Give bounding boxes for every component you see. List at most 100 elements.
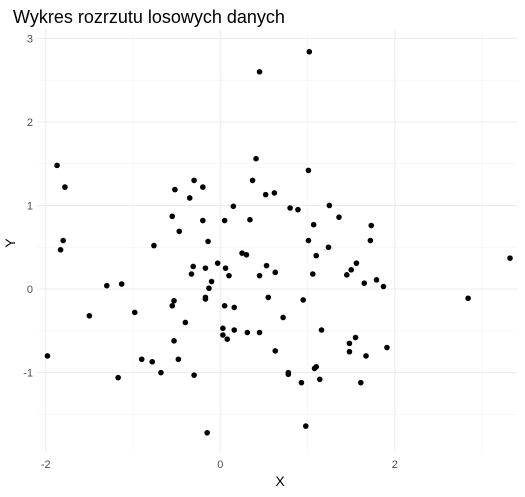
data-point <box>247 216 253 223</box>
data-point <box>220 325 226 332</box>
data-point <box>176 228 183 235</box>
data-point <box>131 309 138 316</box>
data-point <box>205 238 211 245</box>
data-point <box>287 205 293 211</box>
data-point <box>202 265 209 271</box>
data-point <box>239 250 245 256</box>
data-point <box>204 429 210 436</box>
data-point <box>175 356 182 363</box>
data-point <box>191 177 197 184</box>
data-point <box>263 262 270 269</box>
y-tick-label: 1 <box>27 200 33 212</box>
grid <box>37 30 517 452</box>
data-point <box>256 68 263 75</box>
data-point <box>54 162 60 169</box>
data-point <box>256 329 263 336</box>
data-point <box>222 265 229 271</box>
data-point <box>285 371 292 378</box>
data-point <box>336 214 342 220</box>
chart-title: Wykres rozrzutu losowych danych <box>13 7 285 27</box>
x-tick-label: 0 <box>217 459 223 471</box>
data-point <box>171 338 177 344</box>
data-point <box>325 244 332 251</box>
data-point <box>221 302 228 309</box>
data-point <box>118 281 125 287</box>
data-point <box>169 302 176 309</box>
x-tick-label: -2 <box>41 459 51 471</box>
data-point <box>115 374 121 381</box>
data-point <box>224 336 231 342</box>
data-point <box>380 283 387 290</box>
data-point <box>326 202 333 209</box>
data-point <box>169 213 176 220</box>
data-point <box>305 167 312 174</box>
data-point <box>373 277 380 283</box>
y-tick-label: 0 <box>27 284 33 296</box>
data-point <box>188 271 195 277</box>
data-point <box>151 242 157 249</box>
data-point <box>231 327 238 333</box>
data-point <box>309 271 316 277</box>
data-point <box>465 295 471 302</box>
data-point <box>262 191 269 198</box>
data-point <box>346 340 353 347</box>
data-point <box>271 190 278 196</box>
data-point <box>316 376 323 383</box>
data-point <box>361 280 368 287</box>
data-point <box>172 186 178 193</box>
data-point <box>352 334 359 341</box>
data-point <box>298 379 305 386</box>
y-tick-label: -1 <box>23 368 33 380</box>
data-point <box>186 195 193 201</box>
y-tick-label: 2 <box>27 117 33 129</box>
data-point <box>348 267 354 273</box>
data-point <box>265 294 272 301</box>
data-point <box>306 48 313 55</box>
data-point <box>280 314 286 321</box>
x-axis-label: X <box>275 473 285 489</box>
data-point <box>367 237 374 244</box>
data-point <box>272 269 279 276</box>
data-point <box>353 260 360 266</box>
data-point <box>214 260 221 266</box>
data-point <box>249 177 256 184</box>
data-point <box>200 217 206 224</box>
data-point <box>300 297 306 303</box>
data-point <box>200 184 206 190</box>
data-point <box>182 319 189 326</box>
data-point <box>318 327 325 333</box>
data-point <box>190 263 197 270</box>
data-point <box>363 353 369 359</box>
data-point <box>231 304 238 311</box>
data-point <box>57 246 64 253</box>
x-tick-label: 2 <box>392 459 398 471</box>
y-axis-label: Y <box>2 238 18 248</box>
data-point <box>230 203 237 210</box>
data-point <box>149 358 155 365</box>
data-point <box>256 272 263 279</box>
data-point <box>305 237 312 244</box>
data-point <box>243 251 250 258</box>
data-point <box>202 296 209 302</box>
data-point <box>368 222 375 229</box>
data-point <box>507 255 513 261</box>
data-point <box>104 282 110 289</box>
data-point <box>384 344 390 351</box>
data-point <box>138 356 145 363</box>
data-point <box>272 348 279 354</box>
data-point <box>191 372 197 378</box>
data-point <box>221 217 228 224</box>
y-tick-labels: -1 0 1 2 3 <box>23 33 33 379</box>
data-point <box>295 206 301 213</box>
data-point <box>171 297 177 304</box>
y-tick-label: 3 <box>27 33 33 45</box>
data-point <box>303 423 309 429</box>
data-point <box>158 369 164 376</box>
data-point <box>310 221 317 228</box>
data-point <box>346 348 353 355</box>
data-point <box>86 312 93 319</box>
data-point <box>220 332 226 338</box>
data-point <box>344 272 350 278</box>
data-point <box>253 155 259 162</box>
